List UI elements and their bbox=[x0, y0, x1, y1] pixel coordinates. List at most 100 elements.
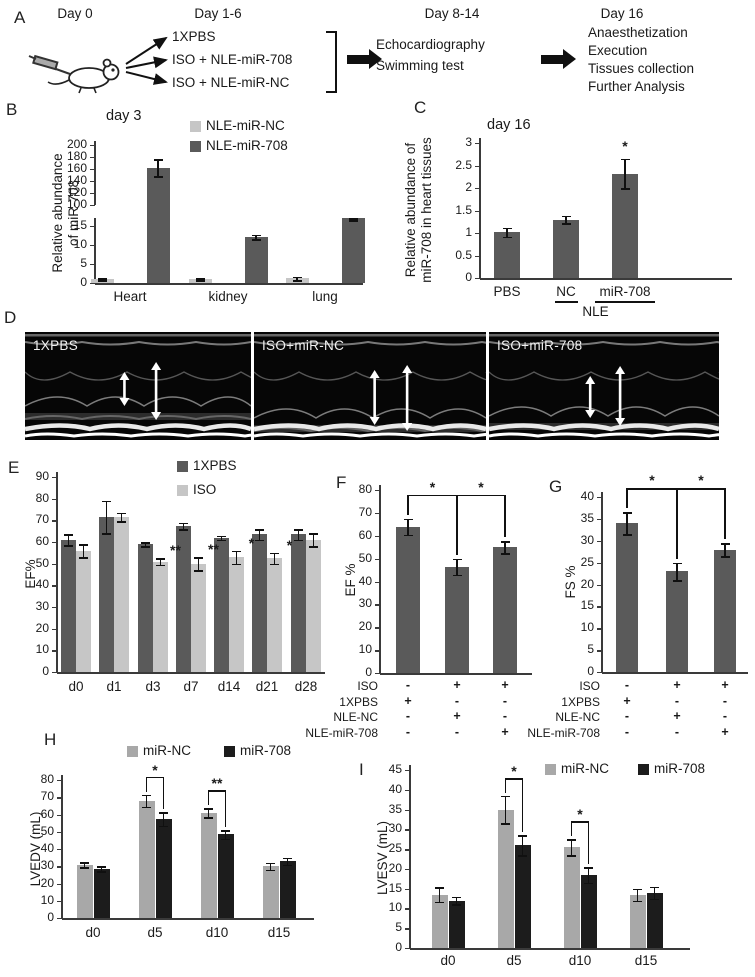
bar bbox=[616, 523, 638, 672]
error-bar-cap bbox=[141, 542, 150, 544]
condition-label: 1XPBS bbox=[339, 694, 378, 709]
echo-waveform bbox=[489, 332, 719, 440]
y-tick-label: 10 bbox=[35, 642, 49, 657]
branch-iso-mir708-label: ISO + NLE-miR-708 bbox=[172, 52, 293, 67]
error-bar-cap bbox=[232, 563, 241, 566]
x-axis-line bbox=[62, 918, 314, 920]
y-tick-label: 120 bbox=[66, 185, 87, 199]
error-bar bbox=[159, 558, 162, 565]
y-tick-mark bbox=[52, 628, 57, 631]
error-bar-cap bbox=[153, 176, 163, 178]
chart-title: day 16 bbox=[487, 117, 531, 133]
legend-label: 1XPBS bbox=[193, 458, 237, 473]
sig-star: ** bbox=[208, 541, 219, 558]
y-axis-line bbox=[94, 141, 96, 205]
sig-star: ** bbox=[170, 542, 181, 559]
y-tick-mark bbox=[597, 584, 602, 586]
y-tick-mark bbox=[597, 497, 602, 499]
y-tick-mark bbox=[597, 628, 602, 630]
y-tick-mark bbox=[52, 650, 57, 652]
error-bar bbox=[504, 795, 507, 824]
y-axis-line bbox=[61, 775, 63, 918]
x-category-label: d1 bbox=[106, 679, 122, 694]
sig-bracket bbox=[627, 488, 677, 491]
error-bar-cap bbox=[141, 546, 150, 548]
error-bar-cap bbox=[501, 795, 510, 798]
bar bbox=[714, 549, 736, 672]
y-tick-label: 10 bbox=[580, 620, 594, 635]
y-tick-mark bbox=[405, 770, 410, 772]
y-tick-label: 40 bbox=[358, 573, 372, 588]
error-bar-cap bbox=[567, 855, 576, 857]
y-tick-mark bbox=[90, 145, 95, 147]
y-tick-mark bbox=[375, 581, 380, 583]
y-tick-mark bbox=[90, 169, 95, 171]
error-bar-cap bbox=[156, 558, 165, 560]
branch-iso-mirnc-label: ISO + NLE-miR-NC bbox=[172, 75, 290, 90]
bar bbox=[217, 834, 234, 918]
error-bar bbox=[506, 227, 508, 237]
x-axis-line bbox=[410, 948, 690, 950]
echo-waveform bbox=[254, 332, 486, 440]
y-tick-label: 0 bbox=[365, 665, 372, 679]
y-tick-label: 40 bbox=[35, 577, 49, 592]
error-bar-cap bbox=[80, 867, 89, 869]
condition-symbol: - bbox=[405, 709, 411, 723]
error-bar bbox=[197, 557, 200, 571]
echo-image-iso-mirnc: ISO+miR-NC bbox=[254, 332, 486, 440]
y-tick-mark bbox=[475, 210, 480, 212]
echo-waveform bbox=[25, 332, 251, 440]
group-label: NLE bbox=[582, 304, 609, 319]
error-bar-cap bbox=[102, 533, 111, 535]
sig-bracket bbox=[407, 494, 409, 515]
error-bar-cap bbox=[403, 518, 413, 521]
error-bar-cap bbox=[64, 545, 73, 547]
y-tick-label: 1.5 bbox=[455, 202, 472, 217]
error-bar-cap bbox=[142, 806, 151, 809]
y-tick-label: 140 bbox=[66, 173, 87, 187]
legend-label: NLE-miR-708 bbox=[206, 138, 288, 153]
branch-arrows bbox=[122, 28, 174, 90]
error-bar-cap bbox=[435, 901, 444, 904]
y-tick-label: 10 bbox=[358, 642, 372, 657]
y-tick-mark bbox=[597, 518, 602, 521]
y-tick-mark bbox=[375, 535, 380, 538]
condition-symbol: - bbox=[502, 693, 508, 708]
condition-symbol: - bbox=[624, 709, 630, 723]
sig-bracket bbox=[457, 494, 505, 497]
error-bar bbox=[105, 500, 108, 534]
sig-star: ** bbox=[211, 775, 223, 792]
y-tick-mark bbox=[52, 542, 57, 544]
y-tick-mark bbox=[405, 928, 410, 930]
y-tick-label: 20 bbox=[358, 619, 372, 634]
y-axis-title: FS % bbox=[562, 565, 578, 599]
error-bar-cap bbox=[500, 541, 510, 544]
chart-title: day 3 bbox=[106, 108, 142, 124]
condition-symbol: - bbox=[454, 693, 460, 708]
error-bar-cap bbox=[452, 896, 461, 899]
x-axis-line bbox=[380, 673, 532, 675]
y-tick-label: 35 bbox=[388, 801, 402, 816]
error-bar-cap bbox=[266, 869, 275, 872]
sig-bracket bbox=[456, 494, 458, 555]
timeline-day1-6-label: Day 1-6 bbox=[194, 6, 242, 21]
y-tick-mark bbox=[90, 244, 95, 247]
x-category-label: d21 bbox=[255, 679, 279, 694]
y-tick-label: 2.5 bbox=[455, 157, 472, 172]
y-tick-mark bbox=[57, 918, 62, 920]
error-bar-cap bbox=[403, 534, 413, 537]
y-tick-label: 40 bbox=[40, 841, 54, 855]
condition-symbol: - bbox=[624, 724, 630, 739]
y-tick-label: 5 bbox=[395, 920, 402, 935]
legend-swatch bbox=[177, 485, 188, 496]
error-bar bbox=[67, 534, 70, 546]
y-tick-mark bbox=[475, 233, 480, 235]
legend-swatch bbox=[190, 141, 201, 152]
x-category-label: d15 bbox=[634, 953, 658, 968]
y-tick-mark bbox=[405, 888, 410, 891]
bar bbox=[229, 557, 244, 672]
condition-symbol: - bbox=[502, 709, 508, 723]
y-tick-label: 90 bbox=[35, 469, 49, 483]
bar bbox=[252, 534, 267, 672]
